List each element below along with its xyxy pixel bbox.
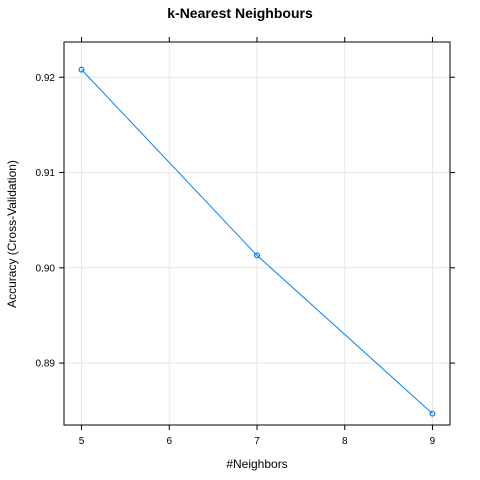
ticks (59, 37, 455, 430)
chart-title: k-Nearest Neighbours (167, 5, 313, 21)
y-tick-label: 0.90 (36, 263, 56, 274)
x-tick-label: 9 (430, 436, 436, 447)
series-line (81, 69, 433, 414)
y-tick-label: 0.89 (36, 359, 56, 370)
plot-frame (63, 41, 451, 426)
data-point (254, 252, 261, 259)
y-tick-label: 0.91 (36, 168, 56, 179)
x-tick-label: 7 (254, 436, 260, 447)
tick-labels: 5 6 7 8 9 0.89 0.90 0.91 0.92 (36, 73, 436, 447)
y-axis-title: Accuracy (Cross-Validation) (5, 160, 19, 308)
grid (64, 42, 450, 425)
x-tick-label: 6 (166, 436, 172, 447)
x-axis-title: #Neighbors (226, 457, 287, 471)
y-tick-label: 0.92 (36, 73, 56, 84)
x-tick-label: 5 (79, 436, 85, 447)
data-point (429, 410, 436, 417)
series-layer (78, 66, 436, 417)
x-tick-label: 8 (342, 436, 348, 447)
data-point (78, 66, 85, 73)
